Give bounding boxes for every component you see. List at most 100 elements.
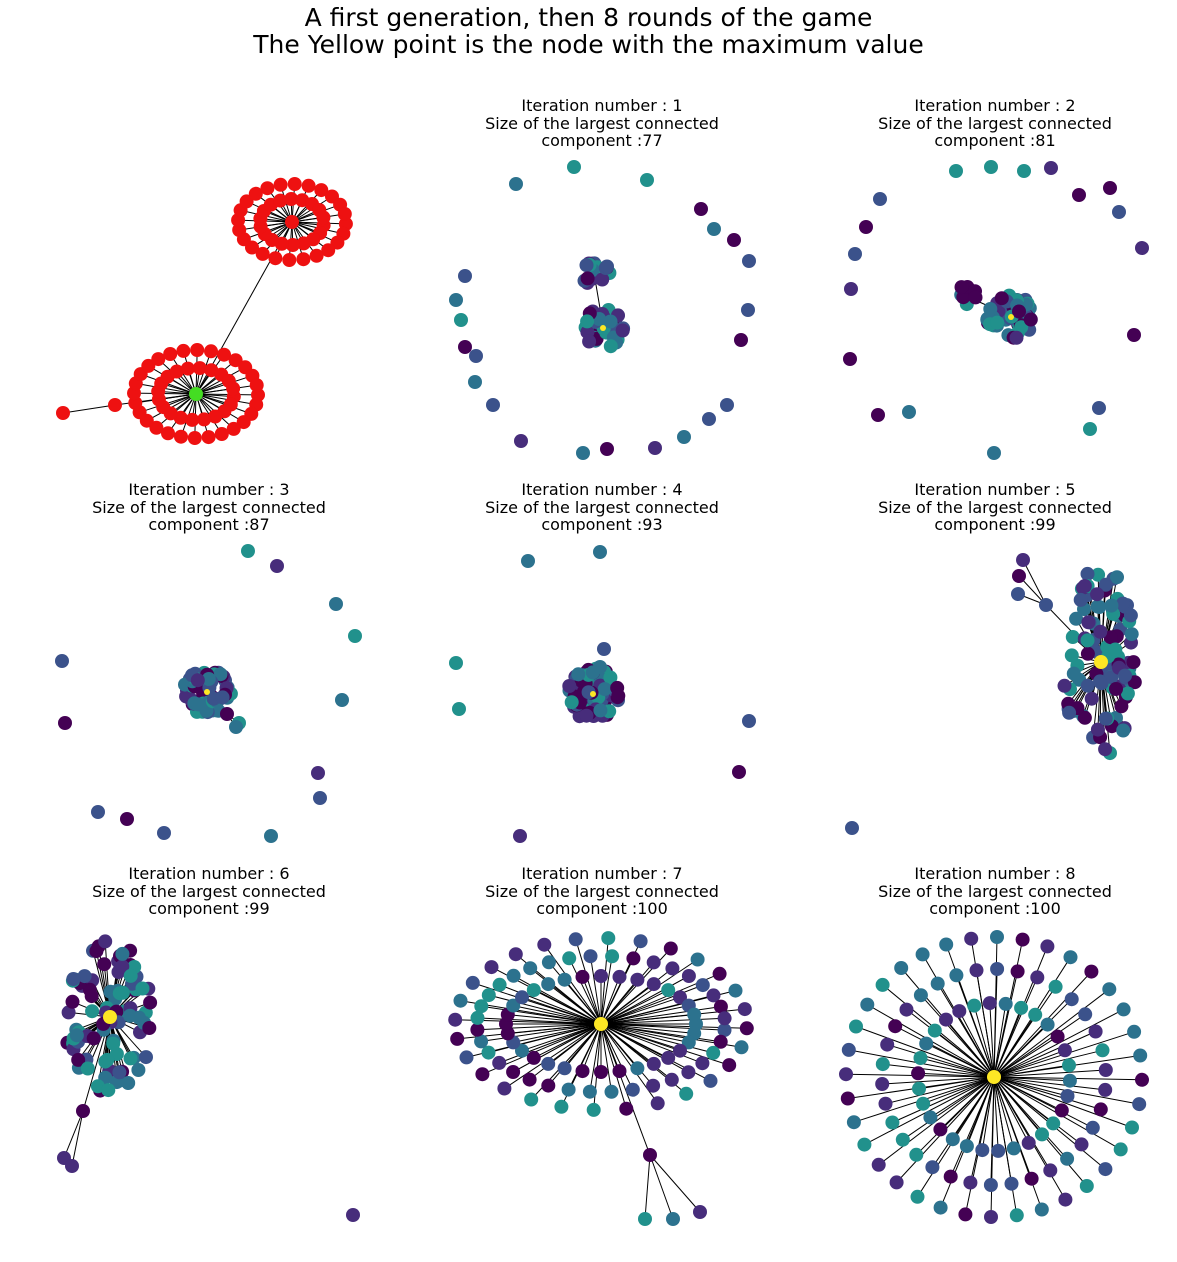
cluster-node <box>112 1065 127 1080</box>
panel-title-line-2: Size of the largest connected <box>878 881 1112 901</box>
leaf-node <box>1074 1137 1089 1152</box>
leaf-node <box>453 993 468 1008</box>
edge <box>894 1025 995 1078</box>
cluster-node <box>562 679 577 693</box>
leaf-node <box>846 1115 861 1130</box>
leaf-node <box>712 966 727 981</box>
leaf-node <box>1098 1063 1113 1077</box>
leaf-node <box>734 1040 749 1055</box>
leaf-node <box>1135 1072 1149 1087</box>
leaf-node <box>208 409 223 424</box>
leaf-node <box>249 378 264 393</box>
isolated-node <box>702 412 716 426</box>
panel-title-line-1: Iteration number : 6 <box>128 864 290 883</box>
edge <box>993 1076 999 1151</box>
leaf-node <box>228 353 243 368</box>
isolated-node <box>509 177 523 191</box>
leaf-node <box>557 1061 572 1076</box>
edge <box>499 984 602 1025</box>
cluster-node <box>1080 646 1095 661</box>
cluster-node <box>220 707 234 721</box>
leaf-node <box>284 192 299 206</box>
isolated-node <box>513 829 527 843</box>
leaf-node <box>681 969 696 983</box>
leaf-node <box>522 1072 537 1087</box>
cluster-node <box>65 1159 79 1173</box>
leaf-node <box>998 996 1013 1011</box>
cluster-node <box>1092 600 1107 614</box>
isolated-node <box>734 333 748 347</box>
leaf-node <box>839 1067 853 1082</box>
edge <box>993 1076 1094 1129</box>
isolated-node <box>1135 241 1149 255</box>
cluster-node <box>84 989 99 1004</box>
cluster-node <box>1120 686 1135 701</box>
edge <box>472 982 602 1025</box>
leaf-node <box>1116 1002 1131 1017</box>
maximum-node <box>103 1010 117 1024</box>
leaf-node <box>582 1084 597 1099</box>
cluster-node <box>77 969 92 984</box>
leaf-node <box>625 1082 640 1097</box>
leaf-node <box>506 968 521 983</box>
leaf-node <box>633 934 648 949</box>
leaf-node <box>665 961 680 976</box>
leaf-node <box>612 969 627 984</box>
leaf-node <box>1062 1058 1076 1073</box>
cluster-node <box>97 957 112 972</box>
leaf-node <box>894 961 909 975</box>
edge <box>548 961 602 1025</box>
edge <box>600 962 655 1025</box>
leaf-node <box>875 1077 890 1091</box>
panel-title-iteration-1: Iteration number : 1 Size of the largest… <box>407 97 797 150</box>
panel-title-line-1: Iteration number : 1 <box>521 96 683 115</box>
leaf-node <box>492 1055 507 1070</box>
leaf-node <box>1024 1171 1039 1186</box>
panel-title-iteration-8: Iteration number : 8 Size of the largest… <box>800 865 1177 918</box>
generation-center-node <box>189 387 203 401</box>
cluster-node <box>954 280 969 295</box>
isolated-node <box>720 398 734 412</box>
leaf-node <box>1035 1127 1049 1142</box>
panel-iteration-3 <box>55 544 362 843</box>
leaf-node <box>888 1019 903 1034</box>
leaf-node <box>899 1002 914 1017</box>
panel-title-line-3: component :100 <box>536 899 668 918</box>
cluster-node <box>142 1021 157 1035</box>
isolated-node <box>241 544 255 558</box>
edge <box>993 1049 1103 1078</box>
leaf-node <box>1009 1208 1024 1223</box>
leaf-node <box>717 1011 732 1026</box>
leaf-node <box>967 998 982 1013</box>
leaf-node <box>916 1096 931 1111</box>
cluster-node <box>98 934 113 949</box>
edge <box>649 1154 701 1213</box>
leaf-node <box>185 412 200 427</box>
leaf-node <box>880 1037 895 1052</box>
cluster-node <box>968 290 983 305</box>
cluster-node <box>71 1052 86 1067</box>
leaf-node <box>910 1189 925 1204</box>
maximum-node <box>204 689 210 695</box>
edge <box>600 975 690 1025</box>
edge <box>504 1023 602 1089</box>
cluster-node <box>115 985 130 1000</box>
leaf-node <box>568 932 583 947</box>
leaf-node <box>526 983 541 998</box>
leaf-node <box>983 1178 998 1192</box>
leaf-node <box>1004 1176 1019 1191</box>
maximum-node <box>594 1017 608 1031</box>
leaf-node <box>927 1023 942 1038</box>
isolated-node <box>727 233 741 247</box>
cluster-node <box>123 968 138 983</box>
leaf-node <box>515 990 529 1005</box>
panel-title-line-3: component :77 <box>541 131 663 150</box>
leaf-node <box>484 960 499 975</box>
panel-title-line-3: component :100 <box>929 899 1061 918</box>
isolated-node <box>593 545 607 559</box>
isolated-node <box>844 282 858 296</box>
panel-title-line-1: Iteration number : 8 <box>914 864 1076 883</box>
leaf-node <box>541 977 556 992</box>
leaf-node <box>875 977 890 992</box>
